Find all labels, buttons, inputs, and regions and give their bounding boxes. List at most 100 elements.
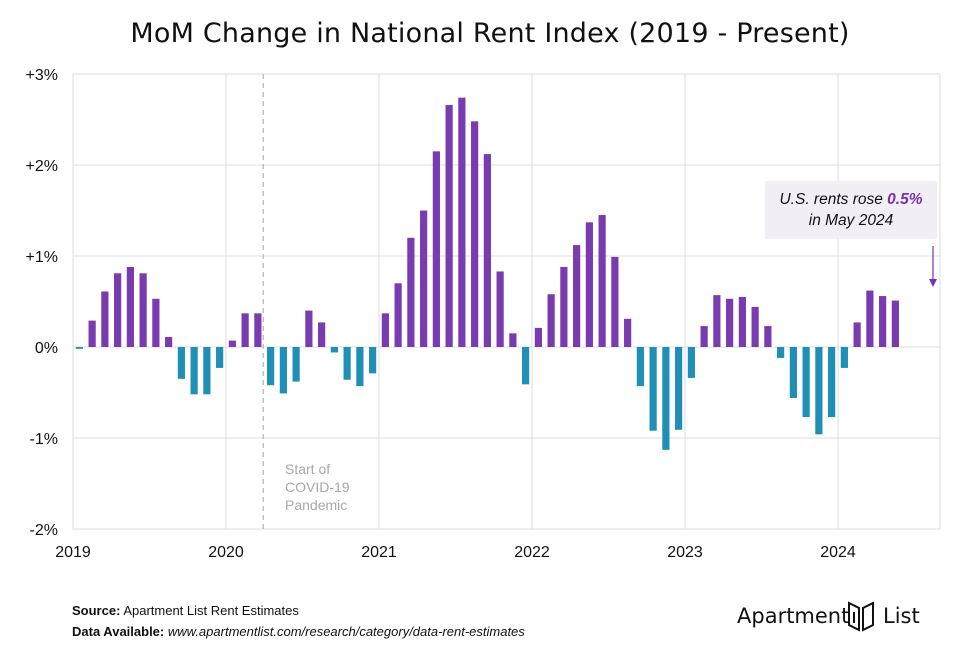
covid-annotation-line3: Pandemic bbox=[285, 497, 347, 513]
x-axis: 2019 2020 2021 2022 2023 2024 bbox=[55, 544, 856, 561]
bar bbox=[789, 347, 797, 398]
bar bbox=[114, 273, 122, 347]
bar bbox=[139, 273, 147, 347]
bar bbox=[611, 256, 619, 347]
x-tick-label: 2024 bbox=[820, 544, 856, 561]
bar bbox=[879, 296, 887, 347]
bar bbox=[700, 326, 708, 347]
bar bbox=[203, 347, 211, 395]
bar bbox=[432, 151, 440, 347]
y-tick-label: +2% bbox=[26, 158, 58, 175]
bar bbox=[853, 322, 861, 347]
bar bbox=[279, 347, 287, 394]
bar bbox=[471, 121, 479, 347]
callout-line2: in May 2024 bbox=[808, 212, 894, 229]
x-tick-label: 2023 bbox=[667, 544, 703, 561]
bar bbox=[318, 322, 326, 347]
y-tick-label: -2% bbox=[30, 522, 58, 539]
bar bbox=[394, 283, 402, 347]
bar bbox=[547, 294, 555, 347]
bar bbox=[88, 320, 96, 347]
bar bbox=[764, 326, 772, 347]
y-tick-label: -1% bbox=[30, 431, 58, 448]
bar bbox=[458, 97, 466, 347]
brand-text-left: Apartment bbox=[737, 604, 850, 628]
bar bbox=[573, 245, 581, 347]
bar bbox=[598, 215, 606, 347]
x-tick-label: 2021 bbox=[361, 544, 397, 561]
bar bbox=[585, 222, 593, 347]
bar bbox=[662, 347, 670, 450]
brand-mark-icon bbox=[848, 601, 874, 632]
bar bbox=[483, 154, 491, 347]
bar bbox=[356, 347, 364, 387]
bar bbox=[267, 347, 275, 386]
bar bbox=[343, 347, 351, 380]
x-tick-label: 2022 bbox=[514, 544, 550, 561]
bar bbox=[713, 295, 721, 347]
bar bbox=[126, 266, 134, 347]
bar bbox=[891, 300, 899, 347]
bar bbox=[509, 333, 517, 347]
bar bbox=[496, 271, 504, 347]
y-tick-label: 0% bbox=[35, 340, 58, 357]
bar bbox=[216, 347, 224, 368]
bar bbox=[101, 291, 109, 347]
callout-highlight: 0.5% bbox=[887, 191, 923, 208]
bar bbox=[534, 327, 542, 347]
bar bbox=[738, 296, 746, 347]
data-url-link[interactable]: www.apartmentlist.com/research/category/… bbox=[167, 624, 525, 639]
bar bbox=[636, 347, 644, 387]
bar bbox=[828, 347, 836, 418]
bars bbox=[75, 97, 899, 450]
bar bbox=[522, 347, 530, 385]
bar bbox=[254, 313, 262, 347]
bar bbox=[675, 347, 683, 430]
bar bbox=[751, 306, 759, 347]
bar bbox=[687, 347, 695, 378]
callout-box: U.S. rents rose 0.5% in May 2024 bbox=[765, 181, 937, 239]
covid-annotation-line2: COVID-19 bbox=[285, 479, 350, 495]
grid bbox=[72, 73, 941, 530]
bar bbox=[407, 237, 415, 347]
source-label: Source: bbox=[72, 603, 121, 618]
bar bbox=[152, 298, 160, 347]
callout-arrow-head bbox=[929, 279, 937, 287]
y-tick-label: +3% bbox=[26, 67, 58, 84]
covid-annotation-line1: Start of bbox=[285, 461, 330, 477]
bar bbox=[624, 318, 632, 347]
footer: Source: Apartment List Rent Estimates Da… bbox=[72, 600, 525, 642]
y-tick-label: +1% bbox=[26, 249, 58, 266]
bar bbox=[726, 298, 734, 347]
bar bbox=[292, 347, 300, 382]
y-axis: -2% -1% 0% +1% +2% +3% bbox=[26, 67, 58, 539]
bar bbox=[420, 210, 428, 347]
bar bbox=[381, 313, 389, 347]
source-text: Apartment List Rent Estimates bbox=[123, 603, 299, 618]
bar bbox=[802, 347, 810, 418]
brand-logo: Apartment List bbox=[737, 598, 937, 638]
data-label: Data Available: bbox=[72, 624, 165, 639]
bar bbox=[445, 104, 453, 347]
bar bbox=[305, 310, 313, 347]
x-tick-label: 2020 bbox=[208, 544, 244, 561]
bar bbox=[777, 347, 785, 358]
bar bbox=[649, 347, 657, 431]
bar bbox=[840, 347, 848, 368]
bar bbox=[241, 313, 249, 347]
bar bbox=[560, 266, 568, 347]
bar bbox=[369, 347, 377, 374]
x-tick-label: 2019 bbox=[55, 544, 91, 561]
bar bbox=[165, 336, 173, 347]
bar bbox=[177, 347, 185, 379]
bar bbox=[330, 347, 338, 353]
brand-text-right: List bbox=[883, 604, 920, 628]
callout-prefix: U.S. rents rose bbox=[779, 191, 888, 208]
bar bbox=[190, 347, 198, 395]
bar bbox=[228, 340, 236, 347]
bar bbox=[75, 347, 83, 349]
bar bbox=[815, 347, 823, 435]
chart-title: MoM Change in National Rent Index (2019 … bbox=[130, 18, 850, 49]
bar bbox=[866, 290, 874, 347]
